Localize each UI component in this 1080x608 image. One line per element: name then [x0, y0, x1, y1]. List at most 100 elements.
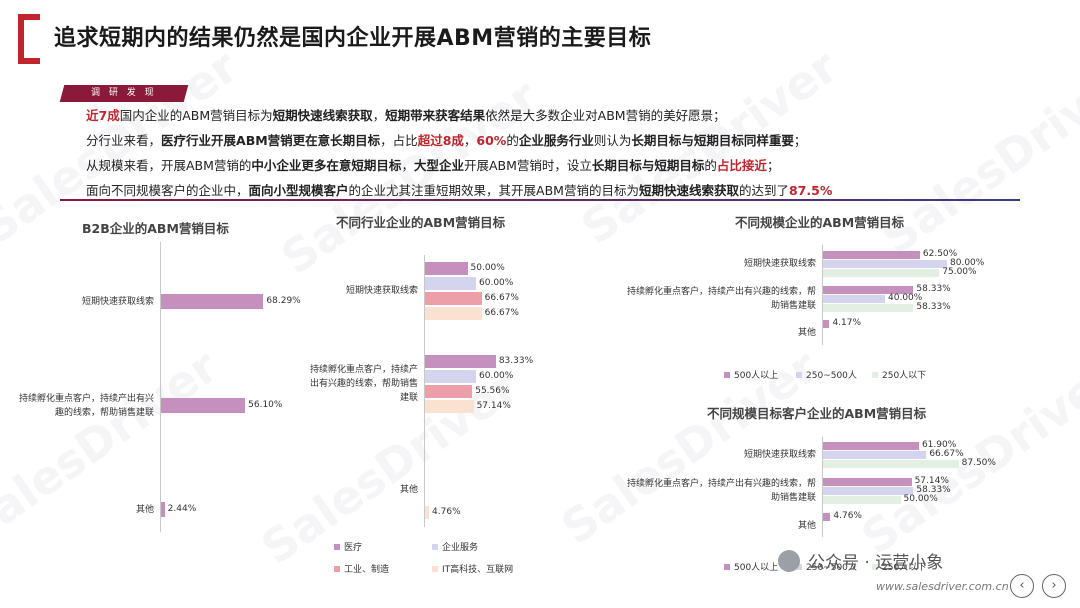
chart1-axis	[160, 242, 161, 532]
chart2-bar	[425, 385, 473, 398]
chart4-axis	[822, 437, 823, 537]
chart2-legend-item: 医疗	[334, 540, 362, 553]
chart3-value-label: 4.17%	[832, 318, 862, 328]
finding-text-run: 超过8成	[417, 133, 464, 148]
chart3-category-label: 短期快速获取线索	[743, 259, 816, 269]
chart2-axis	[424, 255, 425, 527]
legend-swatch	[334, 543, 340, 550]
finding-text-run: ；	[766, 158, 780, 173]
legend-swatch	[724, 563, 730, 570]
watermark-text: SalesDriver	[871, 49, 1080, 265]
findings-tag: 调 研 发 现	[59, 85, 189, 102]
finding-text-run: 国内企业的ABM营销目标为	[119, 108, 273, 123]
finding-text-run: 短期快速线索获取	[272, 108, 373, 123]
chart4-bar	[823, 478, 912, 486]
chart4-value-label: 57.14%	[914, 476, 949, 486]
chart3-title: 不同规模企业的ABM营销目标	[735, 215, 905, 230]
chart2-bar	[425, 307, 482, 320]
chart4-value-label: 58.33%	[916, 485, 951, 495]
chart3-bar	[823, 320, 830, 328]
chart3-legend-item: 250~500人	[796, 368, 857, 381]
chart4-bar	[823, 460, 959, 468]
finding-text-run: 依然是大多数企业对ABM营销的美好愿景；	[485, 108, 726, 123]
chart2-value-label: 57.14%	[476, 400, 511, 411]
title-accent-corner-bottom	[18, 58, 40, 64]
chart1-bar	[161, 398, 246, 413]
legend-label: 500人以上	[734, 563, 779, 573]
chart2-bar	[425, 262, 468, 275]
finding-text-run: 长期目标与短期目标同样重要	[631, 133, 794, 148]
finding-text-run: ，	[401, 158, 414, 173]
chart2-title: 不同行业企业的ABM营销目标	[336, 215, 506, 230]
finding-text-run: 从规模来看，开展ABM营销的	[86, 158, 252, 173]
watermark-text: SalesDriver	[0, 339, 228, 555]
legend-label: 250人以下	[882, 563, 927, 573]
chart1-value-label: 2.44%	[167, 503, 197, 514]
chart1-value-label: 68.29%	[266, 295, 301, 306]
chart3-value-label: 58.33%	[916, 302, 951, 312]
prev-page-button[interactable]: ‹	[1010, 574, 1034, 598]
chart2-value-label: 60.00%	[479, 277, 514, 288]
chart2-bar	[425, 292, 482, 305]
legend-swatch	[432, 543, 438, 550]
chart3-bar	[823, 260, 947, 268]
next-page-button[interactable]: ›	[1042, 574, 1066, 598]
chart2-category-label: 其他	[399, 485, 418, 495]
chart2-legend-item: IT高科技、互联网	[432, 562, 513, 575]
legend-label: 企业服务	[442, 543, 479, 553]
chart1-category-label: 其他	[135, 504, 154, 515]
finding-line: 从规模来看，开展ABM营销的中小企业更多在意短期目标，大型企业开展ABM营销时，…	[86, 153, 832, 178]
finding-text-run: 近7成	[86, 108, 120, 123]
chart4-category-label: 持续孵化重点客户，持续产出有兴趣的线索，帮助销售建联	[626, 479, 816, 503]
legend-label: IT高科技、互联网	[442, 565, 514, 575]
chart3-value-label: 80.00%	[950, 258, 985, 268]
legend-swatch	[872, 371, 878, 378]
chart3-value-label: 62.50%	[922, 249, 958, 259]
finding-text-run: 60%	[476, 133, 507, 148]
chart2-bar	[425, 370, 476, 383]
finding-line: 分行业来看，医疗行业开展ABM营销更在意长期目标，占比超过8成，60%的企业服务…	[86, 128, 832, 153]
legend-label: 医疗	[344, 543, 363, 553]
chart2-value-label: 55.56%	[475, 385, 510, 396]
chart4-bar	[823, 496, 901, 504]
legend-swatch	[432, 565, 438, 572]
chart2-value-label: 66.67%	[484, 292, 519, 303]
chart4-legend-item: 250人以下	[872, 560, 926, 573]
title-accent-bar	[18, 14, 24, 64]
chart4-value-label: 61.90%	[921, 440, 957, 450]
finding-text-run: 短期快速线索获取	[638, 183, 739, 198]
chart2-bar	[425, 277, 476, 290]
legend-swatch	[796, 563, 802, 570]
chart4-bar	[823, 513, 831, 521]
legend-label: 250~500人	[806, 371, 857, 381]
finding-text-run: 的企业尤其注重短期效果，其开展ABM营销的目标为	[348, 183, 639, 198]
finding-text-run: 长期目标与短期目标	[591, 158, 705, 173]
chart4-legend-item: 250~500人	[796, 560, 857, 573]
finding-text-run: 的	[506, 133, 519, 148]
chart3-category-label: 持续孵化重点客户，持续产出有兴趣的线索，帮助销售建联	[626, 287, 816, 311]
chart3-category-label: 其他	[797, 328, 816, 338]
chart4-bar	[823, 487, 914, 495]
finding-text-run: 分行业来看，	[86, 133, 162, 148]
chart3-value-label: 40.00%	[888, 293, 923, 303]
section-divider	[60, 199, 1020, 201]
title-accent-corner-top	[18, 14, 40, 20]
finding-text-run: 面向小型规模客户	[248, 183, 349, 198]
wechat-icon	[778, 549, 800, 572]
chart3-bar	[823, 286, 914, 294]
chart3-bar	[823, 304, 914, 312]
chart2-value-label: 4.76%	[432, 506, 461, 517]
chart1-category-label: 持续孵化重点客户，持续产出有兴趣的线索，帮助销售建联	[18, 393, 154, 418]
legend-swatch	[334, 565, 340, 572]
chart3-bar	[823, 251, 920, 259]
finding-text-run: 开展ABM营销时，设立	[463, 158, 592, 173]
finding-line: 面向不同规模客户的企业中，面向小型规模客户的企业尤其注重短期效果，其开展ABM营…	[86, 178, 832, 203]
chart4-value-label: 87.50%	[961, 458, 996, 468]
chart2-bar	[425, 355, 496, 368]
chart2-category-label: 短期快速获取线索	[345, 286, 418, 296]
chart4-value-label: 50.00%	[903, 494, 938, 504]
finding-text-run: 医疗行业开展ABM营销更在意长期目标	[161, 133, 381, 148]
finding-text-run: 企业服务行业	[518, 133, 594, 148]
wechat-account: 公众号 · 运营小象	[778, 548, 943, 573]
chart4-category-label: 其他	[797, 521, 816, 531]
